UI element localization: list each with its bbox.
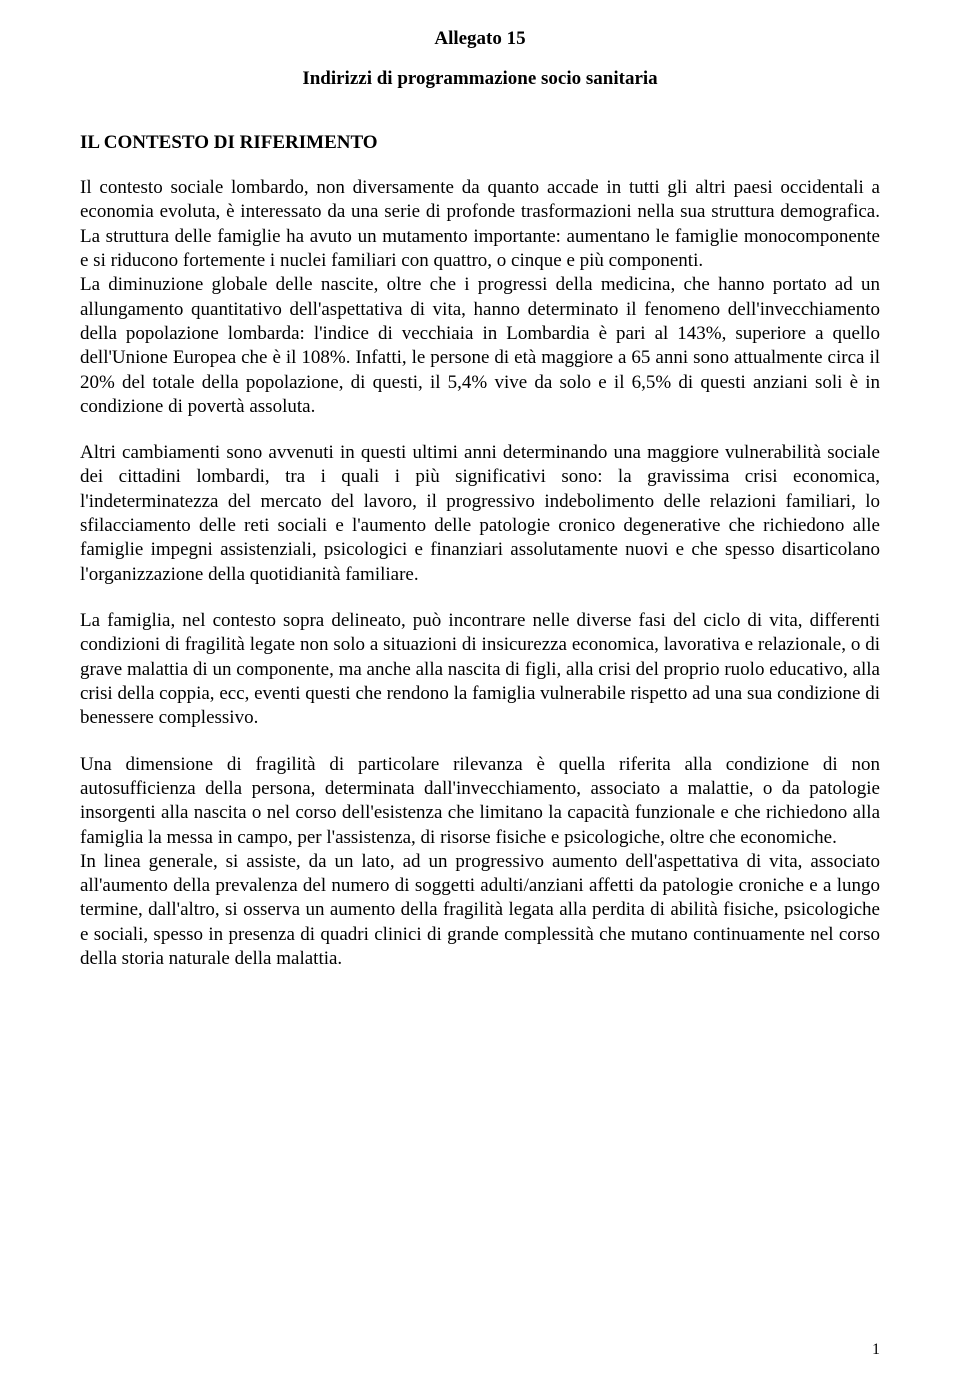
document-subtitle: Indirizzi di programmazione socio sanita… [80,68,880,90]
body-paragraph: La diminuzione globale delle nascite, ol… [80,273,880,419]
body-paragraph: In linea generale, si assiste, da un lat… [80,850,880,972]
document-title: Allegato 15 [80,28,880,50]
body-paragraph: Altri cambiamenti sono avvenuti in quest… [80,441,880,587]
body-paragraph: Il contesto sociale lombardo, non divers… [80,176,880,273]
document-page: Allegato 15 Indirizzi di programmazione … [0,0,960,1375]
body-paragraph: Una dimensione di fragilità di particola… [80,753,880,850]
page-number: 1 [872,1341,880,1359]
section-heading: IL CONTESTO DI RIFERIMENTO [80,132,880,154]
body-paragraph: La famiglia, nel contesto sopra delineat… [80,609,880,731]
